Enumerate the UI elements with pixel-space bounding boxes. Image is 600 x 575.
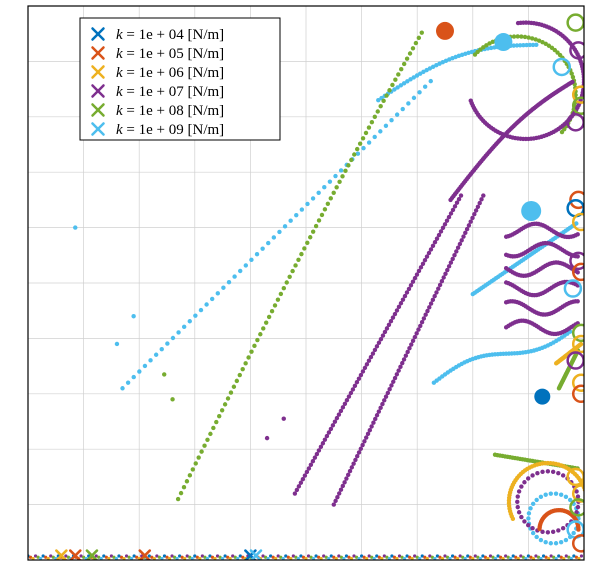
chart-svg: k = 1e + 04 [N/m] k = 1e + 05 [N/m] k = 1e… <box>0 0 600 575</box>
legend: k = 1e + 04 [N/m] k = 1e + 05 [N/m] k = 1e… <box>80 18 280 140</box>
svg-text:k = 1e + 05 [N/m]: k = 1e + 05 [N/m] <box>116 46 224 62</box>
svg-text:k = 1e + 06 [N/m]: k = 1e + 06 [N/m] <box>116 65 224 81</box>
svg-text:k = 1e + 07 [N/m]: k = 1e + 07 [N/m] <box>116 84 224 100</box>
svg-text:k = 1e + 04 [N/m]: k = 1e + 04 [N/m] <box>116 27 224 43</box>
svg-text:k = 1e + 09 [N/m]: k = 1e + 09 [N/m] <box>116 122 224 138</box>
scatter-chart: k = 1e + 04 [N/m] k = 1e + 05 [N/m] k = 1e… <box>0 0 600 575</box>
svg-text:k = 1e + 08 [N/m]: k = 1e + 08 [N/m] <box>116 103 224 119</box>
